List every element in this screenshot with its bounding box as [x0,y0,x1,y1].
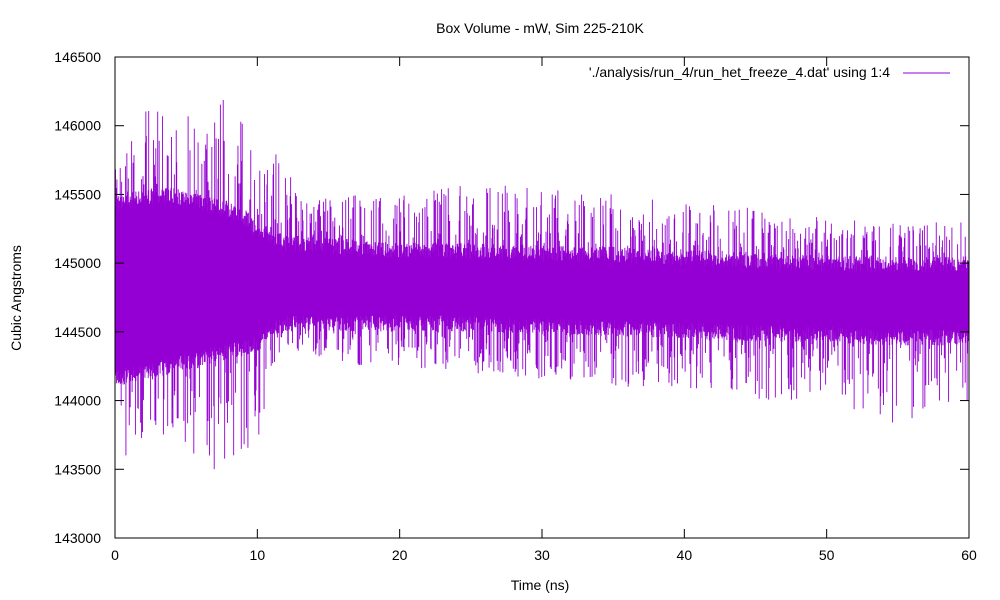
y-tick-label: 143500 [54,461,101,477]
x-tick-label: 40 [677,547,693,563]
y-tick-label: 146500 [54,49,101,65]
x-tick-label: 0 [111,547,119,563]
x-tick-label: 60 [961,547,977,563]
y-tick-label: 143000 [54,530,101,546]
y-tick-label: 144000 [54,393,101,409]
x-tick-label: 30 [534,547,550,563]
y-axis-label: Cubic Angstroms [8,245,24,351]
data-series-band [115,208,969,367]
y-tick-label: 146000 [54,118,101,134]
y-tick-label: 145500 [54,186,101,202]
y-tick-label: 144500 [54,324,101,340]
legend: './analysis/run_4/run_het_freeze_4.dat' … [589,64,950,80]
x-tick-label: 50 [819,547,835,563]
x-axis-label: Time (ns) [511,577,570,593]
y-tick-label: 145000 [54,255,101,271]
chart-title: Box Volume - mW, Sim 225-210K [436,20,644,36]
x-tick-label: 10 [250,547,266,563]
axes: 0 10 20 30 40 50 60 143000 143500 144000 144500 145… [54,49,977,563]
x-tick-label: 20 [392,547,408,563]
plot-area [114,100,970,470]
legend-label: './analysis/run_4/run_het_freeze_4.dat' … [589,64,890,80]
